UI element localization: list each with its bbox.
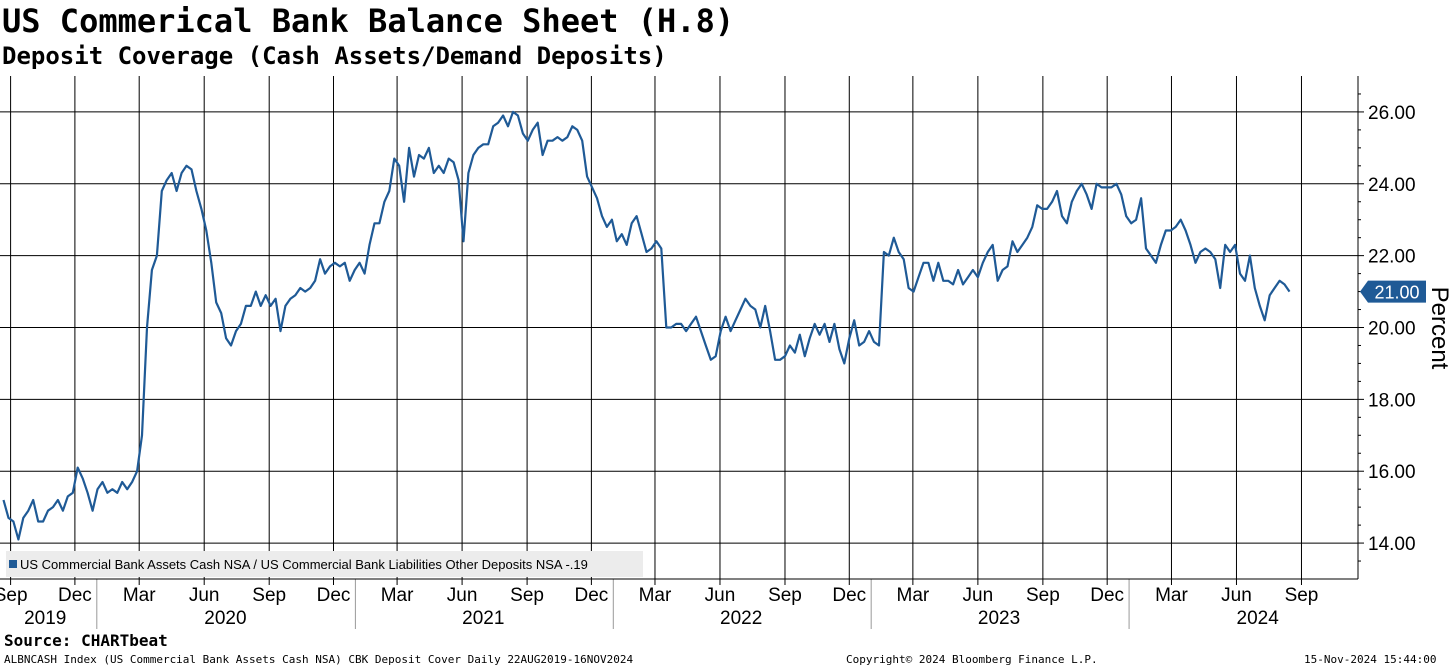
source-label: Source: CHARTbeat: [4, 631, 168, 650]
y-tick-label: 22.00: [1368, 247, 1416, 268]
footer-copyright: Copyright© 2024 Bloomberg Finance L.P.: [846, 653, 1098, 666]
x-tick-label: Dec: [1090, 585, 1124, 606]
year-label: 2021: [462, 608, 504, 629]
chart-subtitle: Deposit Coverage (Cash Assets/Demand Dep…: [2, 42, 667, 70]
year-label: 2022: [720, 608, 762, 629]
x-tick-label: Mar: [1155, 585, 1188, 606]
legend-box: [6, 551, 643, 577]
y-tick-label: 16.00: [1368, 462, 1416, 483]
footer-series-info: ALBNCASH Index (US Commercial Bank Asset…: [4, 653, 634, 666]
x-tick-label: Dec: [58, 585, 92, 606]
x-tick-label: Sep: [252, 585, 286, 606]
y-tick-label: 20.00: [1368, 319, 1416, 340]
x-tick-label: Sep: [768, 585, 802, 606]
x-tick-label: Jun: [189, 585, 220, 606]
year-label: 2023: [978, 608, 1020, 629]
y-tick-label: 26.00: [1368, 103, 1416, 124]
x-tick-label: Mar: [381, 585, 414, 606]
x-tick-label: Dec: [574, 585, 608, 606]
x-tick-label: Jun: [963, 585, 994, 606]
x-tick-label: Mar: [123, 585, 156, 606]
x-tick-label: Jun: [705, 585, 736, 606]
footer-timestamp: 15-Nov-2024 15:44:00: [1304, 653, 1437, 666]
chart-title: US Commerical Bank Balance Sheet (H.8): [2, 2, 735, 40]
last-value-badge: [1360, 280, 1426, 303]
x-tick-label: Mar: [639, 585, 672, 606]
y-tick-label: 14.00: [1368, 534, 1416, 555]
y-axis-title: Percent: [1426, 287, 1453, 370]
x-tick-label: Sep: [0, 585, 28, 606]
x-tick-label: Sep: [1285, 585, 1319, 606]
x-tick-label: Sep: [510, 585, 544, 606]
legend-swatch: [9, 560, 17, 568]
x-tick-label: Dec: [317, 585, 351, 606]
x-tick-label: Mar: [897, 585, 930, 606]
y-tick-label: 24.00: [1368, 175, 1416, 196]
x-tick-label: Jun: [447, 585, 478, 606]
x-tick-label: Sep: [1026, 585, 1060, 606]
last-value-label: 21.00: [1374, 283, 1419, 303]
x-tick-label: Dec: [832, 585, 866, 606]
legend-label: US Commercial Bank Assets Cash NSA / US …: [20, 557, 588, 572]
year-label: 2020: [204, 608, 246, 629]
year-label: 2024: [1237, 608, 1280, 629]
y-tick-label: 18.00: [1368, 390, 1416, 411]
x-tick-label: Jun: [1221, 585, 1252, 606]
series-line: [2, 110, 1291, 541]
year-label: 2019: [24, 608, 66, 629]
